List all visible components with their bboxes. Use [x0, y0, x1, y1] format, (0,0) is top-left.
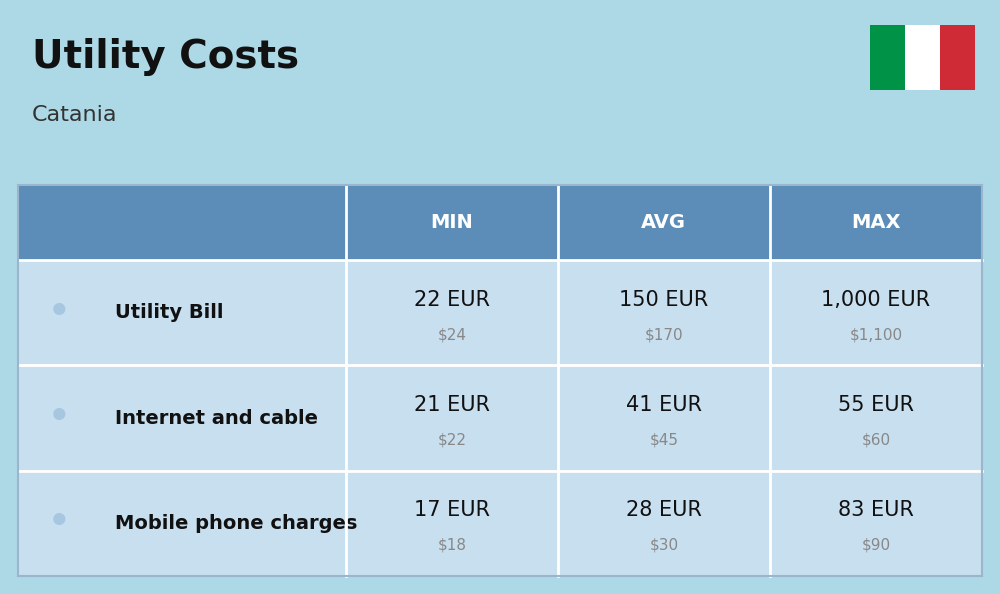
Text: •: • — [47, 397, 71, 439]
Text: 21 EUR: 21 EUR — [414, 395, 490, 415]
Bar — [905, 25, 940, 90]
Bar — [18, 365, 982, 470]
Text: MIN: MIN — [430, 213, 473, 232]
Text: 83 EUR: 83 EUR — [838, 500, 914, 520]
Text: $170: $170 — [645, 327, 683, 342]
Text: 150 EUR: 150 EUR — [619, 290, 709, 310]
Text: Catania: Catania — [32, 105, 118, 125]
Bar — [940, 25, 975, 90]
Bar — [870, 25, 905, 90]
Text: $90: $90 — [861, 538, 891, 553]
Bar — [18, 470, 982, 576]
Text: •: • — [47, 503, 71, 544]
Text: $18: $18 — [437, 538, 466, 553]
Text: 22 EUR: 22 EUR — [414, 290, 490, 310]
Text: $60: $60 — [861, 432, 891, 448]
Text: 28 EUR: 28 EUR — [626, 500, 702, 520]
Bar — [18, 185, 982, 576]
Text: •: • — [47, 292, 71, 334]
Text: 41 EUR: 41 EUR — [626, 395, 702, 415]
Bar — [18, 260, 982, 365]
Text: Internet and cable: Internet and cable — [115, 409, 318, 428]
Text: $22: $22 — [437, 432, 466, 448]
Text: Utility Costs: Utility Costs — [32, 38, 299, 76]
Text: $24: $24 — [437, 327, 466, 342]
Text: 1,000 EUR: 1,000 EUR — [821, 290, 931, 310]
Text: Mobile phone charges: Mobile phone charges — [115, 514, 357, 533]
Text: $45: $45 — [649, 432, 678, 448]
Bar — [18, 185, 982, 260]
Text: $30: $30 — [649, 538, 678, 553]
Text: AVG: AVG — [641, 213, 686, 232]
Text: 17 EUR: 17 EUR — [414, 500, 490, 520]
Text: Utility Bill: Utility Bill — [115, 304, 223, 323]
Text: MAX: MAX — [851, 213, 901, 232]
Text: $1,100: $1,100 — [849, 327, 903, 342]
Text: 55 EUR: 55 EUR — [838, 395, 914, 415]
